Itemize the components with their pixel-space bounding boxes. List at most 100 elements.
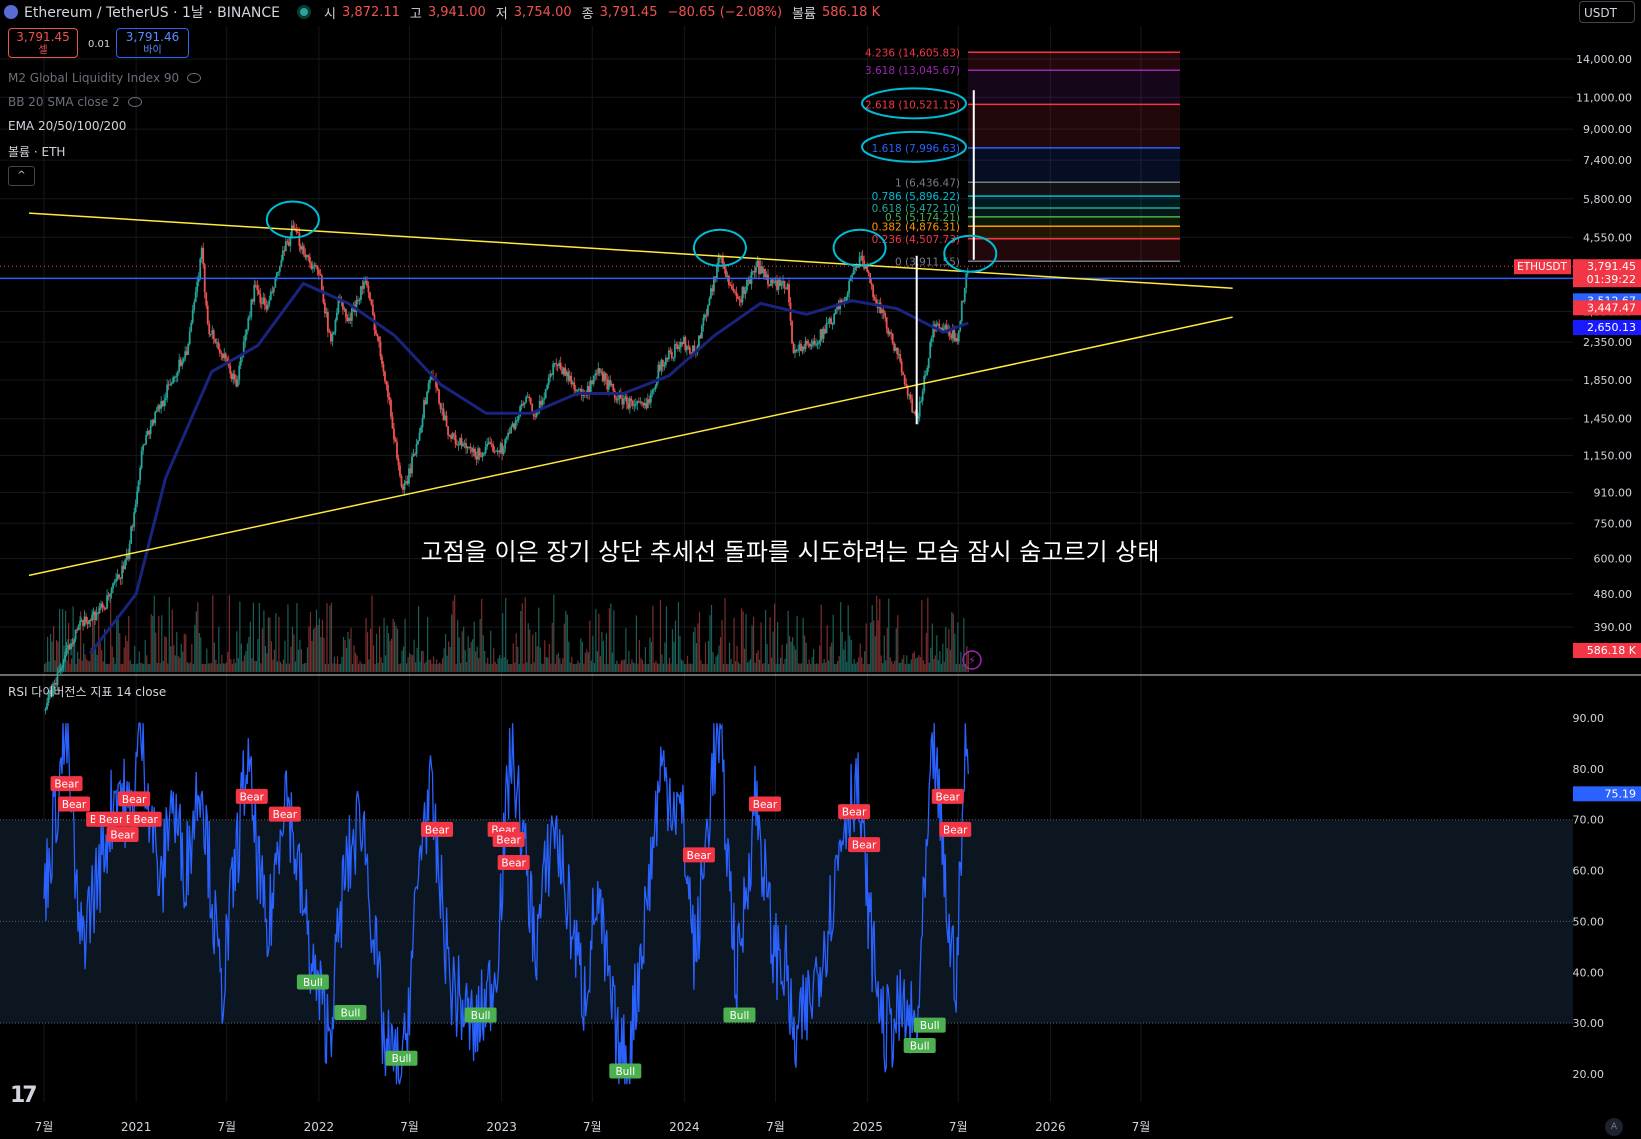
eye-hidden-icon[interactable] xyxy=(127,97,142,107)
currency-select[interactable]: USDT xyxy=(1579,1,1635,23)
fib-band xyxy=(968,216,1180,227)
volume-bar xyxy=(353,645,355,672)
fib-highlight-circle[interactable] xyxy=(861,87,967,120)
volume-bar xyxy=(380,657,382,672)
candle-body xyxy=(761,266,763,274)
candle-body xyxy=(74,629,77,640)
candle-body xyxy=(472,448,475,453)
rsi-title[interactable]: RSI 다이버전스 지표 14 close xyxy=(8,685,166,699)
fib-level-label: 0.236 (4,507.73) xyxy=(872,234,960,246)
price-axis-label: 1,850.00 xyxy=(1583,374,1632,387)
sell-button[interactable]: 3,791.45 셀 xyxy=(8,28,78,58)
candle-body xyxy=(846,293,849,297)
candle-body xyxy=(127,554,130,559)
collapse-indicators-button[interactable]: ^ xyxy=(8,166,35,186)
candle-body xyxy=(351,308,353,321)
candle-body xyxy=(89,619,92,621)
change-value: −80.65 (−2.08%) xyxy=(667,4,783,20)
indicator-bollinger[interactable]: BB 20 SMA close 2 xyxy=(8,95,142,109)
candle-body xyxy=(418,432,421,441)
volume-bar xyxy=(174,655,176,672)
volume-bar xyxy=(308,626,310,672)
candle-body xyxy=(591,380,594,384)
candle-body xyxy=(819,329,822,342)
candle-body xyxy=(190,322,193,332)
volume-bar xyxy=(66,660,68,672)
volume-bar xyxy=(889,657,891,672)
candle-body xyxy=(329,332,332,342)
candle-body xyxy=(290,225,293,237)
candle-body xyxy=(103,607,105,609)
candle-body xyxy=(343,309,346,311)
candle-body xyxy=(385,381,388,385)
symbol-title[interactable]: Ethereum / TetherUS · 1날 · BINANCE xyxy=(24,5,281,21)
candle-body xyxy=(82,620,84,626)
candle-body xyxy=(549,373,552,378)
candle-body xyxy=(651,390,654,394)
annotation-text[interactable]: 고점을 이은 장기 상단 추세선 돌파를 시도하려는 모습 잠시 숨고르기 상태 xyxy=(421,538,1160,566)
candle-body xyxy=(552,363,555,375)
candle-body xyxy=(634,403,637,406)
volume-bar xyxy=(351,663,354,672)
volume-bar xyxy=(102,661,104,672)
volume-bar xyxy=(132,664,134,672)
volume-bar xyxy=(285,663,288,672)
fib-band xyxy=(968,104,1180,148)
candle-body xyxy=(675,344,678,346)
signal-label: Bear xyxy=(110,829,135,841)
candle-body xyxy=(948,328,951,336)
volume-bar xyxy=(749,658,752,672)
candle-body xyxy=(310,263,313,269)
volume-bar xyxy=(312,629,315,672)
volume-bar xyxy=(742,611,744,672)
candle-body xyxy=(379,341,382,357)
candle-body xyxy=(106,595,108,609)
indicator-m2-liquidity[interactable]: M2 Global Liquidity Index 90 xyxy=(8,71,202,85)
eye-hidden-icon[interactable] xyxy=(187,73,202,83)
highlight-circle[interactable] xyxy=(832,228,887,267)
buy-button[interactable]: 3,791.46 바이 xyxy=(116,28,189,58)
volume-bar xyxy=(386,625,388,672)
indicator-volume[interactable]: 볼륨 · ETH xyxy=(8,143,65,160)
volume-bar xyxy=(524,597,526,672)
candle-body xyxy=(873,296,876,300)
bull-signal-badge xyxy=(913,1017,946,1033)
volume-bar xyxy=(114,663,116,672)
volume-bar xyxy=(413,639,415,672)
tradingview-logo[interactable]: 17 xyxy=(10,1083,38,1108)
lightning-icon[interactable] xyxy=(962,650,982,670)
volume-bar xyxy=(87,660,89,672)
highlight-circle[interactable] xyxy=(265,200,320,239)
candle-body xyxy=(840,300,843,303)
volume-bar xyxy=(595,608,597,672)
volume-bar xyxy=(469,647,471,672)
highlight-circle[interactable] xyxy=(692,228,747,267)
trendline[interactable] xyxy=(28,316,1233,577)
candle-body xyxy=(426,391,428,405)
candle-body xyxy=(547,377,550,385)
candle-body xyxy=(268,300,271,305)
candle-body xyxy=(133,512,136,527)
volume-bar xyxy=(237,658,239,672)
volume-bar xyxy=(650,642,653,672)
volume-bar xyxy=(661,654,663,672)
candle-body xyxy=(305,255,308,258)
indicator-ema[interactable]: EMA 20/50/100/200 xyxy=(8,119,126,133)
auto-scale-button[interactable]: A xyxy=(1605,1118,1623,1136)
volume-bar xyxy=(315,609,318,672)
trendline[interactable] xyxy=(28,212,1233,289)
highlight-circle[interactable] xyxy=(943,234,998,273)
fib-highlight-circle[interactable] xyxy=(861,130,967,163)
volume-bar xyxy=(918,655,920,672)
volume-bar xyxy=(339,663,342,672)
candle-body xyxy=(782,280,784,283)
candle-body xyxy=(661,359,664,367)
volume-bar xyxy=(755,653,758,672)
volume-bar xyxy=(98,605,100,672)
volume-bar xyxy=(853,659,855,672)
candle-body xyxy=(848,280,851,294)
volume-bar xyxy=(434,663,436,672)
volume-bar xyxy=(689,663,692,672)
candle-body xyxy=(667,350,670,360)
